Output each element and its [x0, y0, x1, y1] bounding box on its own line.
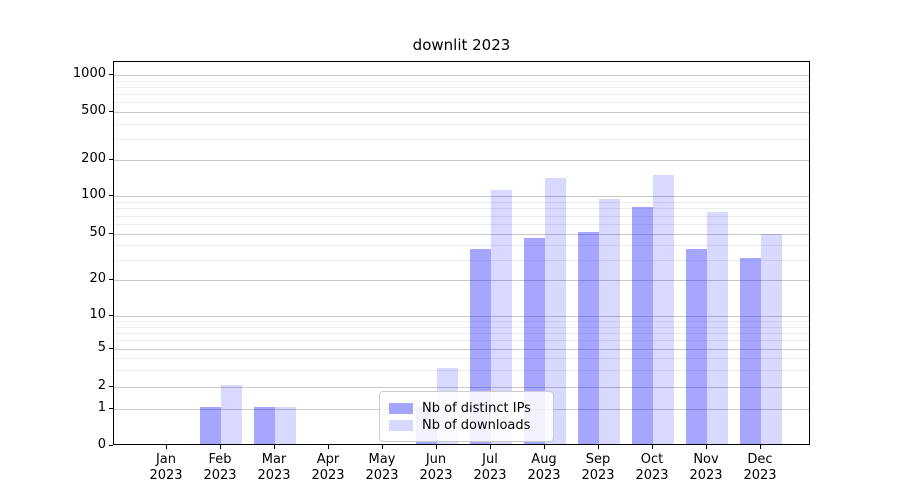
gridline-4 — [114, 358, 809, 359]
bar-nb-of-downloads-feb — [221, 385, 242, 444]
x-tick-label-nov: Nov 2023 — [689, 452, 723, 483]
legend-item-downloads: Nb of downloads — [389, 417, 543, 433]
y-tick-label-1000: 1000 — [72, 66, 106, 81]
bar-nb-of-downloads-sep — [599, 199, 620, 444]
y-tick-mark-50 — [109, 233, 113, 234]
legend-item-distinct-ips: Nb of distinct IPs — [389, 400, 543, 416]
x-tick-mark-feb — [220, 445, 221, 449]
y-tick-label-20: 20 — [89, 271, 106, 286]
bar-nb-of-downloads-aug — [545, 177, 566, 444]
gridline-70 — [114, 216, 809, 217]
y-tick-mark-5 — [109, 348, 113, 349]
gridline-200 — [114, 160, 809, 161]
gridline-50 — [114, 234, 809, 235]
gridline-10 — [114, 316, 809, 317]
y-tick-label-100: 100 — [81, 187, 106, 202]
gridline-400 — [114, 124, 809, 125]
bar-nb-of-distinct-ips-dec — [740, 257, 761, 444]
x-tick-mark-sep — [598, 445, 599, 449]
y-tick-label-5: 5 — [97, 340, 106, 355]
x-tick-label-apr: Apr 2023 — [311, 452, 345, 483]
x-tick-label-may: May 2023 — [365, 452, 399, 483]
y-tick-label-10: 10 — [89, 307, 106, 322]
gridline-600 — [114, 102, 809, 103]
x-tick-mark-jul — [490, 445, 491, 449]
gridline-5 — [114, 349, 809, 350]
gridline-3 — [114, 370, 809, 371]
chart-title: downlit 2023 — [412, 36, 511, 54]
x-tick-label-dec: Dec 2023 — [743, 452, 777, 483]
gridline-20 — [114, 280, 809, 281]
y-tick-mark-1 — [109, 408, 113, 409]
gridline-90 — [114, 202, 809, 203]
bar-nb-of-downloads-nov — [707, 212, 728, 444]
y-tick-mark-0 — [109, 445, 113, 446]
gridline-80 — [114, 208, 809, 209]
y-tick-label-50: 50 — [89, 225, 106, 240]
x-tick-mark-aug — [544, 445, 545, 449]
gridline-300 — [114, 139, 809, 140]
y-tick-mark-1000 — [109, 74, 113, 75]
gridline-900 — [114, 81, 809, 82]
gridline-30 — [114, 260, 809, 261]
legend: Nb of distinct IPs Nb of downloads — [379, 391, 554, 442]
bar-nb-of-distinct-ips-mar — [254, 407, 275, 444]
x-tick-mark-oct — [652, 445, 653, 449]
gridline-60 — [114, 224, 809, 225]
y-tick-mark-100 — [109, 195, 113, 196]
y-tick-label-500: 500 — [81, 103, 106, 118]
bar-nb-of-downloads-jul — [491, 190, 512, 444]
y-tick-label-1: 1 — [97, 400, 106, 415]
gridline-800 — [114, 87, 809, 88]
bar-nb-of-downloads-mar — [275, 407, 296, 444]
bar-nb-of-distinct-ips-nov — [686, 248, 707, 444]
gridline-2 — [114, 387, 809, 388]
gridline-700 — [114, 94, 809, 95]
x-tick-label-jan: Jan 2023 — [149, 452, 183, 483]
y-tick-mark-10 — [109, 315, 113, 316]
bar-nb-of-distinct-ips-oct — [632, 206, 653, 444]
x-tick-label-oct: Oct 2023 — [635, 452, 669, 483]
y-tick-label-0: 0 — [97, 437, 106, 452]
gridline-500 — [114, 112, 809, 113]
x-tick-mark-dec — [760, 445, 761, 449]
legend-swatch-distinct-ips — [389, 402, 413, 414]
gridline-40 — [114, 245, 809, 246]
bar-nb-of-downloads-oct — [653, 174, 674, 444]
x-tick-mark-mar — [274, 445, 275, 449]
plot-area: Nb of distinct IPs Nb of downloads — [113, 61, 810, 445]
legend-label-downloads: Nb of downloads — [422, 417, 531, 433]
y-tick-mark-500 — [109, 111, 113, 112]
gridline-9 — [114, 321, 809, 322]
legend-swatch-downloads — [389, 419, 413, 431]
y-tick-mark-20 — [109, 279, 113, 280]
bar-nb-of-distinct-ips-sep — [578, 232, 599, 444]
x-tick-mark-apr — [328, 445, 329, 449]
gridline-100 — [114, 196, 809, 197]
y-tick-label-2: 2 — [97, 378, 106, 393]
y-tick-mark-2 — [109, 386, 113, 387]
x-tick-mark-nov — [706, 445, 707, 449]
x-tick-label-mar: Mar 2023 — [257, 452, 291, 483]
legend-label-distinct-ips: Nb of distinct IPs — [422, 400, 531, 416]
x-tick-label-feb: Feb 2023 — [203, 452, 237, 483]
y-tick-label-200: 200 — [81, 151, 106, 166]
x-tick-label-jul: Jul 2023 — [473, 452, 507, 483]
bar-nb-of-distinct-ips-feb — [200, 407, 221, 444]
x-tick-label-sep: Sep 2023 — [581, 452, 615, 483]
bar-nb-of-downloads-dec — [761, 234, 782, 444]
x-tick-label-aug: Aug 2023 — [527, 452, 561, 483]
x-tick-mark-jun — [436, 445, 437, 449]
gridline-7 — [114, 333, 809, 334]
gridline-6 — [114, 340, 809, 341]
gridline-8 — [114, 327, 809, 328]
y-tick-mark-200 — [109, 159, 113, 160]
x-tick-label-jun: Jun 2023 — [419, 452, 453, 483]
x-tick-mark-jan — [166, 445, 167, 449]
x-tick-mark-may — [382, 445, 383, 449]
gridline-1000 — [114, 75, 809, 76]
